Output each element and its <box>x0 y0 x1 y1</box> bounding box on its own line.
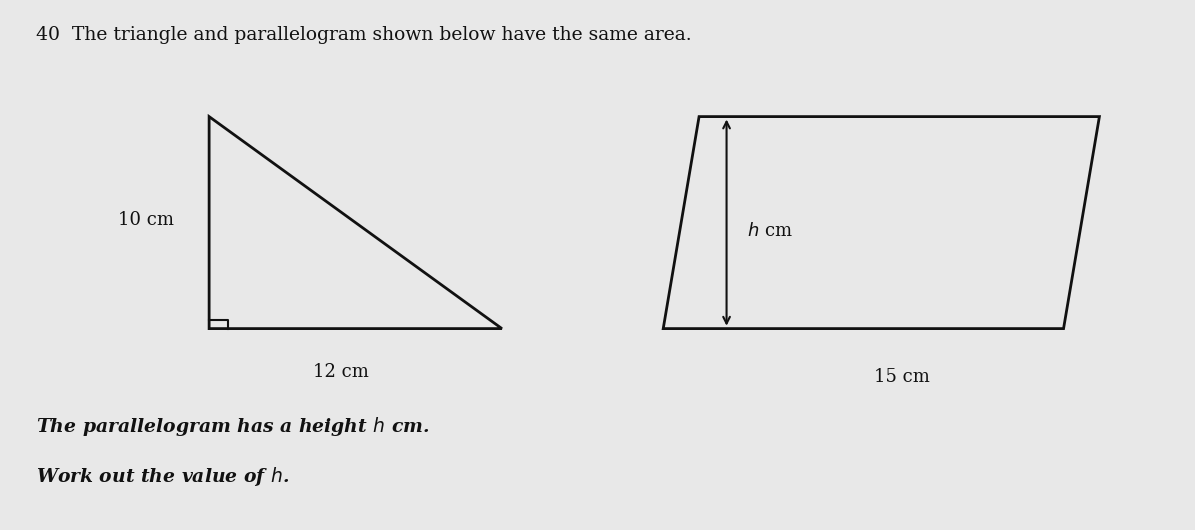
Text: The parallelogram has a height $\mathit{h}$ cm.: The parallelogram has a height $\mathit{… <box>36 415 429 438</box>
Text: 40  The triangle and parallelogram shown below have the same area.: 40 The triangle and parallelogram shown … <box>36 26 692 45</box>
Text: 12 cm: 12 cm <box>313 363 368 381</box>
Polygon shape <box>209 117 502 329</box>
Text: 10 cm: 10 cm <box>118 211 173 229</box>
Text: 15 cm: 15 cm <box>875 368 930 386</box>
Text: $\mathit{h}$ cm: $\mathit{h}$ cm <box>747 222 792 240</box>
Polygon shape <box>663 117 1099 329</box>
Text: Work out the value of $\mathit{h}$.: Work out the value of $\mathit{h}$. <box>36 465 289 489</box>
